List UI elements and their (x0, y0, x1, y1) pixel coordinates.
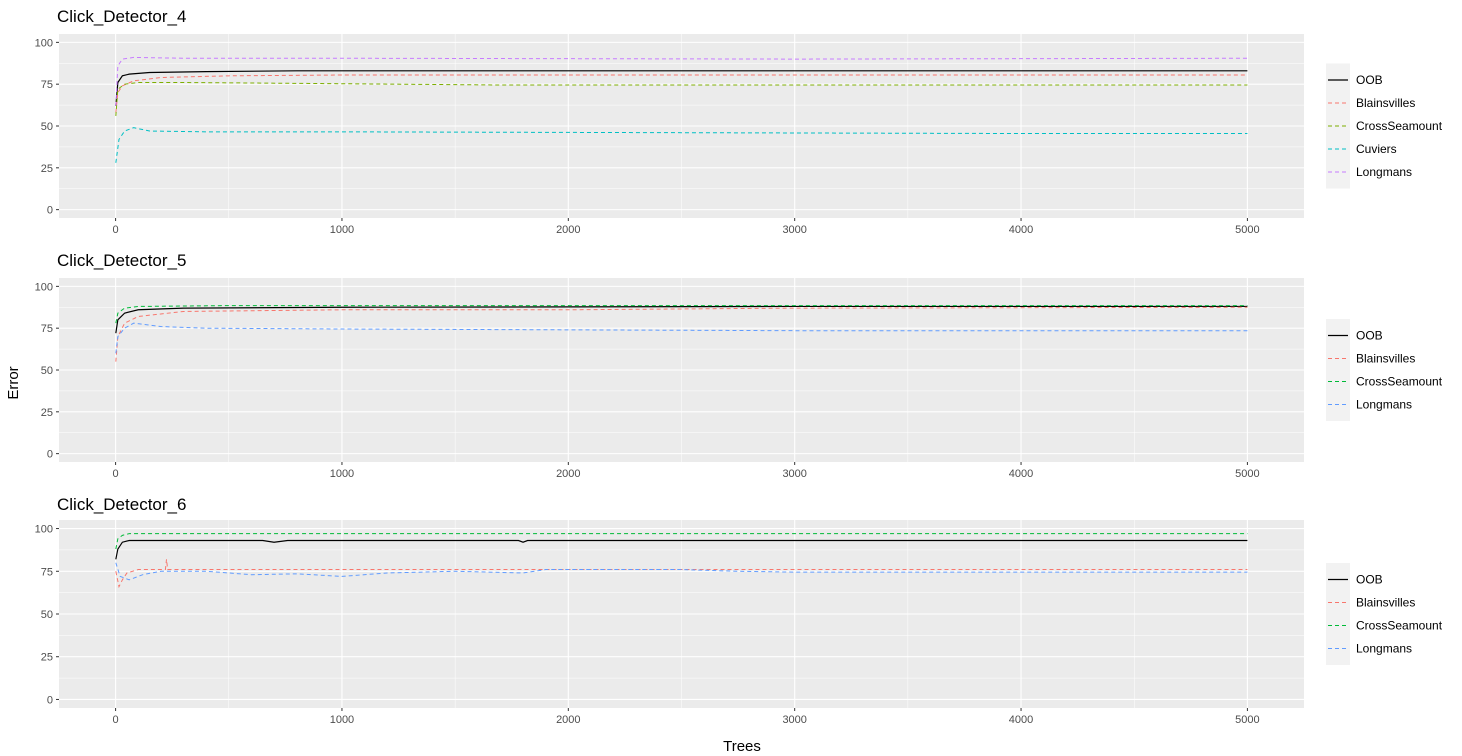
x-tick-label: 5000 (1235, 224, 1259, 236)
legend-key-background (1326, 563, 1350, 665)
legend-label-longmans: Longmans (1356, 398, 1412, 412)
x-tick-label: 2000 (556, 468, 580, 480)
panel-2: 0 1000 2000 3000 4000 5000 0 25 50 75 100 Click_Det… (35, 251, 1443, 480)
y-tick-label: 100 (35, 37, 53, 49)
series-line-oob (115, 539, 1248, 560)
legend-label-cuviers: Cuviers (1356, 142, 1397, 156)
x-tick-label: 0 (113, 714, 119, 726)
legend-label-oob: OOB (1356, 573, 1383, 587)
y-tick-label: 75 (41, 566, 53, 578)
x-tick-label: 4000 (1009, 714, 1033, 726)
x-tick-label: 4000 (1009, 468, 1033, 480)
x-tick-label: 0 (113, 224, 119, 236)
x-tick-label: 0 (113, 468, 119, 480)
panel-title: Click_Detector_4 (57, 7, 186, 26)
y-tick-label: 100 (35, 281, 53, 293)
x-tick-label: 3000 (782, 468, 806, 480)
legend-label-oob: OOB (1356, 73, 1383, 87)
y-tick-label: 50 (41, 121, 53, 133)
y-tick-label: 25 (41, 407, 53, 419)
series-line-blainsvilles (115, 559, 1248, 589)
legend-label-crossseamount: CrossSeamount (1356, 119, 1443, 133)
series-line-oob (115, 70, 1248, 106)
x-tick-label: 5000 (1235, 714, 1259, 726)
x-tick-label: 4000 (1009, 224, 1033, 236)
legend-key-background (1326, 319, 1350, 421)
y-tick-label: 100 (35, 524, 53, 536)
y-tick-label: 50 (41, 365, 53, 377)
x-tick-label: 5000 (1235, 468, 1259, 480)
x-tick-label: 1000 (330, 224, 354, 236)
legend: OOB Blainsvilles CrossSeamount Cuviers Longm… (1326, 63, 1443, 189)
series-line-longmans (115, 322, 1248, 354)
series-line-crossseamount (115, 82, 1248, 116)
panel-title: Click_Detector_6 (57, 495, 186, 514)
x-tick-label: 2000 (556, 714, 580, 726)
legend-label-longmans: Longmans (1356, 165, 1412, 179)
legend: OOB Blainsvilles CrossSeamount Longmans (1326, 563, 1443, 665)
x-tick-label: 3000 (782, 224, 806, 236)
series-line-cuviers (115, 127, 1248, 163)
y-tick-label: 0 (47, 449, 53, 461)
legend-label-longmans: Longmans (1356, 642, 1412, 656)
series-lines (115, 305, 1248, 362)
series-line-longmans (115, 562, 1248, 581)
panel-1: 0 1000 2000 3000 4000 5000 0 25 50 75 100 Click_Det… (35, 7, 1443, 236)
series-line-oob (115, 305, 1248, 334)
series-line-blainsvilles (115, 306, 1248, 362)
y-tick-label: 75 (41, 323, 53, 335)
legend-label-oob: OOB (1356, 329, 1383, 343)
x-tick-label: 2000 (556, 224, 580, 236)
x-tick-label: 1000 (330, 468, 354, 480)
y-tick-label: 50 (41, 609, 53, 621)
series-line-blainsvilles (115, 74, 1248, 113)
y-tick-label: 25 (41, 163, 53, 175)
y-tick-label: 0 (47, 694, 53, 706)
legend-label-crossseamount: CrossSeamount (1356, 619, 1443, 633)
series-line-longmans (115, 56, 1248, 106)
series-line-crossseamount (115, 305, 1248, 324)
legend-label-blainsvilles: Blainsvilles (1356, 352, 1415, 366)
y-tick-label: 75 (41, 79, 53, 91)
legend-label-blainsvilles: Blainsvilles (1356, 96, 1415, 110)
series-lines (115, 533, 1248, 589)
y-tick-label: 0 (47, 205, 53, 217)
y-tick-label: 25 (41, 652, 53, 664)
series-lines (115, 56, 1248, 163)
series-line-crossseamount (115, 533, 1248, 550)
panel-3: 0 1000 2000 3000 4000 5000 0 25 50 75 100 Click_Det… (35, 495, 1443, 726)
x-tick-label: 3000 (782, 714, 806, 726)
legend-label-crossseamount: CrossSeamount (1356, 375, 1443, 389)
y-axis-title: Error (5, 366, 22, 399)
x-axis-title: Trees (723, 738, 761, 755)
x-tick-label: 1000 (330, 714, 354, 726)
legend-label-blainsvilles: Blainsvilles (1356, 596, 1415, 610)
legend: OOB Blainsvilles CrossSeamount Longmans (1326, 319, 1443, 421)
panel-title: Click_Detector_5 (57, 251, 186, 270)
